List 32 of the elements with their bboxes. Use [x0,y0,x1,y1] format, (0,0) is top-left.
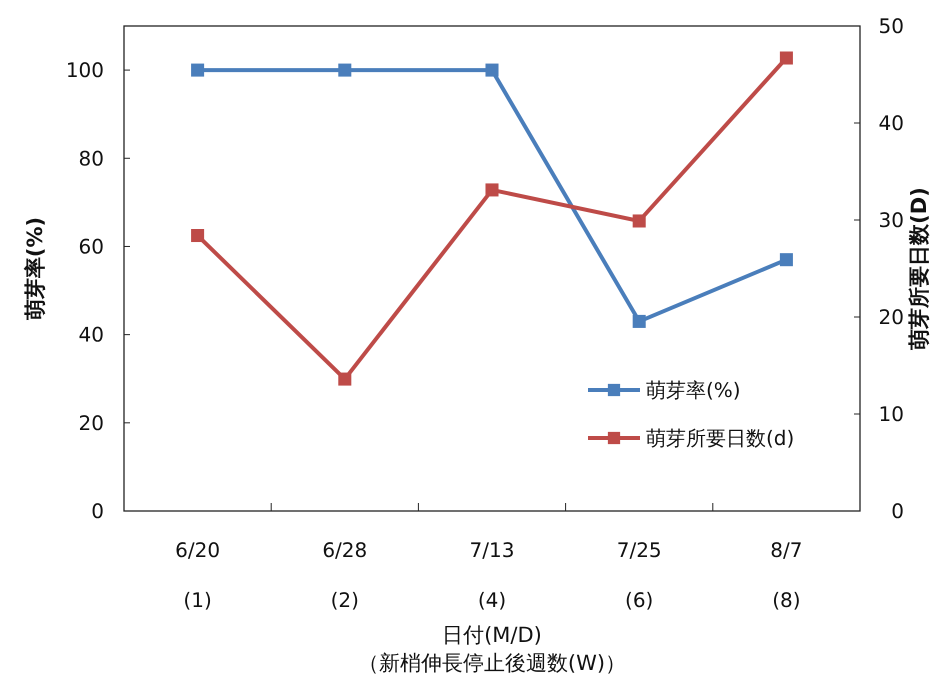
y2-tick-label: 10 [878,402,904,426]
y-tick-label: 60 [78,234,104,258]
y-axis-title: 萌芽率(%) [23,216,47,322]
category-label: 7/25 (6) [616,538,662,612]
point [338,64,352,77]
point [632,314,646,328]
legend-label: 萌芽所要日数(d) [646,426,794,450]
point [191,64,204,77]
y2-tick-label: 50 [878,14,904,38]
category-label: 8/7 (8) [770,538,802,612]
category-label: 7/13 (4) [470,538,514,612]
y-tick-label: 20 [78,410,104,435]
point [780,51,793,65]
y-tick-label: 100 [66,58,104,82]
point [632,214,646,228]
x-axis-title: 日付(M/D) （新梢伸長停止後週数(W)） [351,623,633,675]
y2-tick-label: 20 [878,305,904,329]
point [485,64,499,77]
y-tick-label: 0 [91,499,104,523]
y2-axis-title: 萌芽所要日数(D) [907,187,931,351]
y-tick-label: 40 [78,322,104,347]
point [780,253,793,266]
y2-tick-label: 0 [891,499,904,523]
point [338,372,352,386]
point [191,229,204,242]
y-tick-label: 80 [78,146,104,170]
category-label: 6/20 (1) [175,538,220,612]
y2-tick-label: 30 [878,208,904,232]
y2-tick-label: 40 [878,111,904,135]
point [485,183,499,196]
legend-label: 萌芽率(%) [646,378,741,402]
category-label: 6/28 (2) [322,538,368,612]
